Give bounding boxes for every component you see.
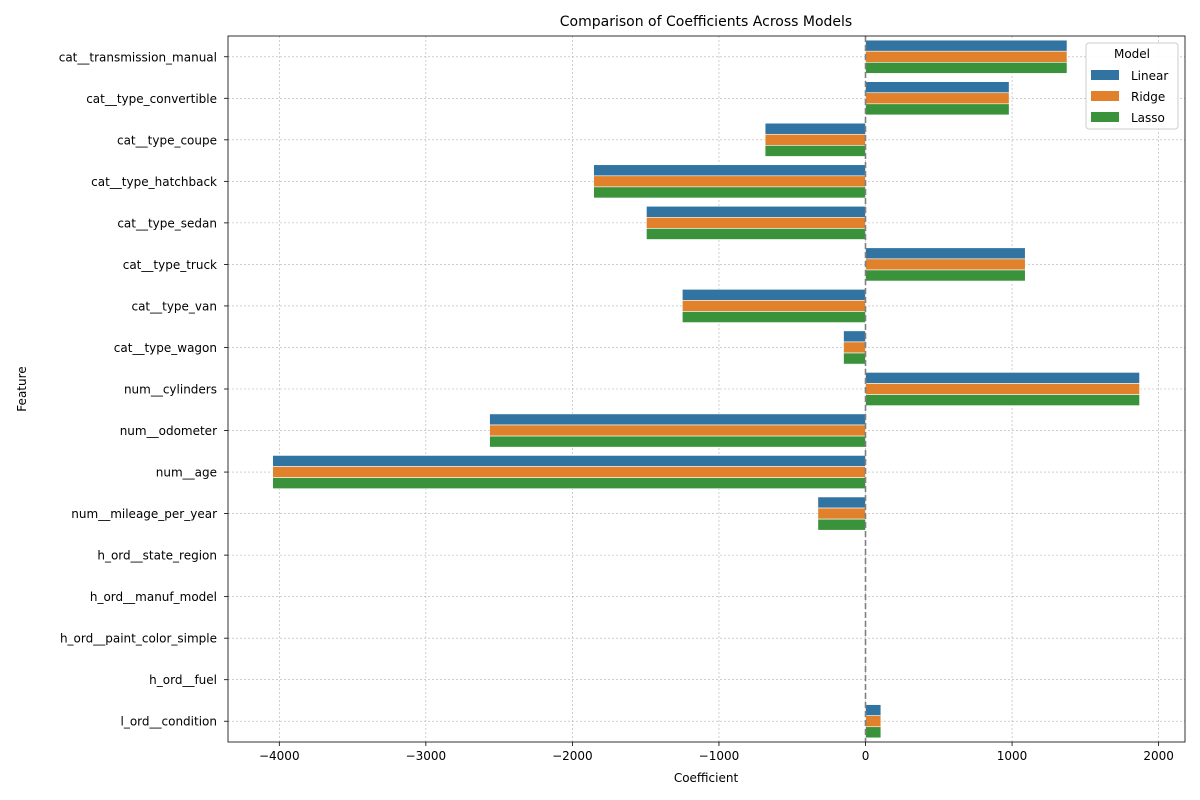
bar-lasso (865, 103, 1010, 116)
bar-linear (865, 247, 1026, 260)
y-tick-label: cat__type_wagon (114, 341, 217, 355)
chart-title: Comparison of Coefficients Across Models (560, 14, 852, 30)
y-tick-label: cat__type_truck (123, 258, 217, 272)
bar-ridge (865, 383, 1140, 395)
bar-linear (865, 81, 1010, 94)
bar-ridge (489, 424, 866, 437)
y-axis-label: Feature (15, 366, 29, 411)
bar-lasso (593, 186, 866, 199)
x-tick-label: −1000 (699, 749, 740, 763)
bar-linear (682, 289, 866, 301)
x-tick-label: 1000 (997, 749, 1028, 763)
bar-ridge (593, 175, 866, 188)
bar-ridge (865, 92, 1010, 105)
bar-linear (593, 164, 866, 177)
legend: Model Linear Ridge Lasso (1085, 42, 1179, 130)
x-tick-label: −4000 (259, 749, 300, 763)
bar-lasso (843, 352, 866, 365)
bar-lasso (682, 311, 866, 323)
bar-linear (489, 413, 866, 426)
bar-ridge (272, 466, 866, 478)
bar-lasso (817, 518, 866, 531)
bar-linear (843, 330, 866, 343)
bar-lasso (489, 435, 866, 448)
legend-title: Model (1114, 47, 1150, 61)
legend-items: Linear Ridge Lasso (1091, 69, 1168, 125)
legend-swatch-linear (1091, 70, 1119, 80)
legend-swatch-lasso (1091, 112, 1119, 122)
y-tick-label: num__age (156, 466, 217, 480)
bars-layer (272, 39, 1140, 739)
bar-lasso (764, 145, 866, 157)
bar-lasso (272, 477, 866, 489)
y-tick-label: h_ord__state_region (97, 549, 217, 563)
y-tick-label: l_ord__condition (121, 715, 218, 729)
x-tick-labels: −4000 −3000 −2000 −1000 0 1000 2000 (259, 742, 1174, 763)
x-tick-label: 2000 (1143, 749, 1174, 763)
legend-swatch-ridge (1091, 91, 1119, 101)
y-tick-label: h_ord__manuf_model (90, 590, 217, 604)
bar-linear (865, 704, 882, 716)
bar-linear (646, 205, 866, 218)
legend-label: Lasso (1131, 111, 1165, 125)
bar-ridge (764, 133, 866, 146)
bar-ridge (682, 300, 866, 312)
y-tick-label: num__mileage_per_year (71, 507, 217, 521)
bar-ridge (817, 507, 866, 520)
bar-linear (272, 455, 866, 467)
y-tick-label: h_ord__paint_color_simple (60, 632, 217, 646)
y-tick-label: cat__type_convertible (86, 92, 217, 106)
bar-lasso (865, 726, 882, 739)
bar-ridge (865, 258, 1026, 271)
y-tick-label: cat__type_sedan (117, 216, 217, 230)
y-tick-label: cat__transmission_manual (59, 50, 217, 64)
y-tick-label: cat__type_van (131, 299, 217, 313)
bar-ridge (646, 217, 866, 229)
y-tick-label: cat__type_coupe (117, 133, 217, 147)
bar-linear (764, 122, 866, 135)
bar-ridge (865, 50, 1068, 63)
x-axis-label: Coefficient (674, 771, 739, 785)
legend-label: Ridge (1131, 90, 1165, 104)
bar-ridge (843, 341, 866, 354)
legend-box (1085, 42, 1179, 130)
x-tick-label: −2000 (552, 749, 593, 763)
bar-lasso (646, 228, 866, 240)
x-tick-label: 0 (862, 749, 870, 763)
y-tick-label: num__cylinders (124, 383, 217, 397)
bar-lasso (865, 394, 1140, 406)
x-tick-label: −3000 (406, 749, 447, 763)
y-tick-label: cat__type_hatchback (91, 175, 217, 189)
bar-lasso (865, 269, 1026, 282)
legend-label: Linear (1131, 69, 1168, 83)
y-tick-label: num__odometer (120, 424, 217, 438)
bar-linear (817, 496, 866, 509)
bar-ridge (865, 715, 882, 728)
bar-linear (865, 372, 1140, 384)
bar-lasso (865, 62, 1068, 74)
bar-linear (865, 39, 1068, 52)
y-tick-labels: cat__transmission_manual cat__type_conver… (59, 50, 228, 729)
y-tick-label: h_ord__fuel (149, 673, 217, 687)
